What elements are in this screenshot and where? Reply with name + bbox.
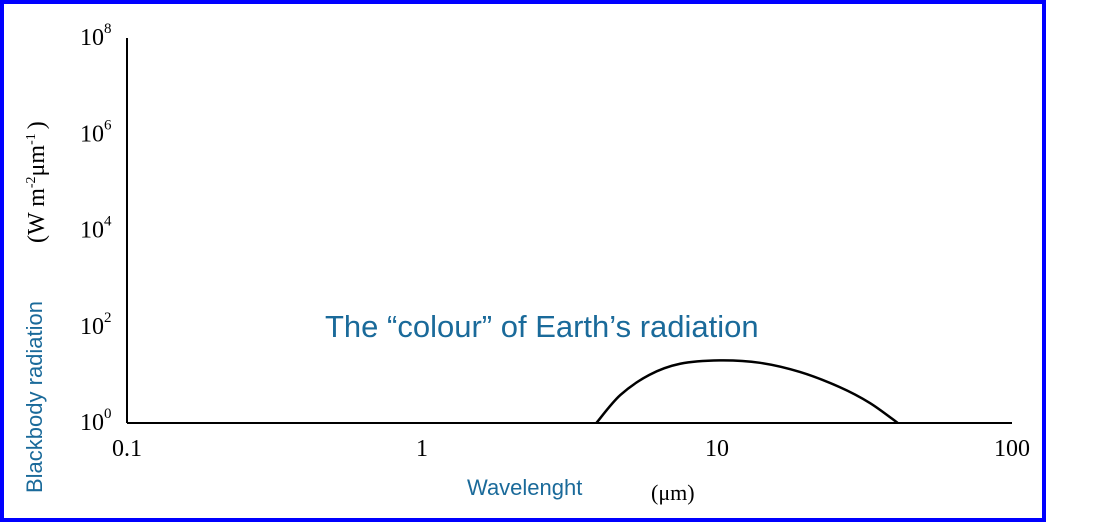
chart-title: The “colour” of Earth’s radiation	[325, 309, 759, 344]
slide-frame	[0, 0, 1046, 522]
y-tick-label: 100	[80, 406, 112, 436]
y-tick-label: 104	[80, 214, 112, 244]
x-tick-label: 0.1	[112, 436, 142, 462]
y-axis-label: Blackbody radiation	[22, 301, 47, 493]
y-tick-label: 108	[80, 21, 112, 51]
x-axis-label: Wavelenght	[467, 475, 582, 500]
x-tick-label: 100	[994, 436, 1030, 462]
series-line-earth	[595, 359, 899, 425]
x-tick-label: 1	[416, 436, 428, 462]
x-tick-label: 10	[705, 436, 729, 462]
y-axis-unit: (W m-2μm-1)	[24, 121, 50, 243]
y-tick-label: 102	[80, 310, 112, 340]
x-axis-unit: (μm)	[651, 480, 695, 505]
y-tick-label: 106	[80, 117, 112, 147]
